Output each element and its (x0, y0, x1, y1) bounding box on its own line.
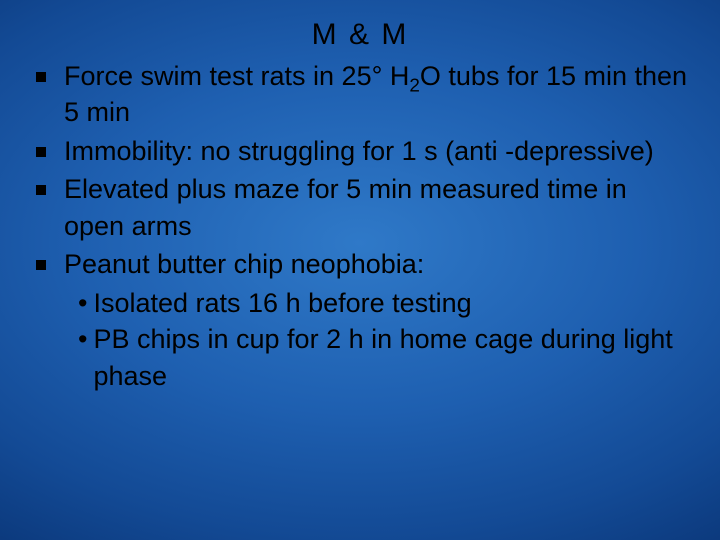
disc-bullet-icon: • (78, 321, 87, 357)
list-item: Elevated plus maze for 5 min measured ti… (30, 171, 690, 244)
sub-list-item-text: Isolated rats 16 h before testing (93, 285, 690, 321)
list-item-text: Immobility: no struggling for 1 s (anti … (64, 133, 690, 169)
slide-title: M & M (30, 18, 690, 52)
sub-list-item-text: PB chips in cup for 2 h in home cage dur… (93, 321, 690, 394)
square-bullet-icon (36, 260, 46, 270)
square-bullet-icon (36, 185, 46, 195)
slide-content: Force swim test rats in 25° H2O tubs for… (30, 58, 690, 394)
square-bullet-icon (36, 72, 46, 82)
list-item: Immobility: no struggling for 1 s (anti … (30, 133, 690, 169)
square-bullet-icon (36, 147, 46, 157)
disc-bullet-icon: • (78, 285, 87, 321)
sub-list: • Isolated rats 16 h before testing • PB… (78, 285, 690, 394)
list-item: Peanut butter chip neophobia: (30, 246, 690, 282)
sub-list-item: • Isolated rats 16 h before testing (78, 285, 690, 321)
list-item-text: Elevated plus maze for 5 min measured ti… (64, 171, 690, 244)
slide: M & M Force swim test rats in 25° H2O tu… (0, 0, 720, 540)
sub-list-item: • PB chips in cup for 2 h in home cage d… (78, 321, 690, 394)
list-item-text: Force swim test rats in 25° H2O tubs for… (64, 58, 690, 131)
list-item: Force swim test rats in 25° H2O tubs for… (30, 58, 690, 131)
list-item-text: Peanut butter chip neophobia: (64, 246, 690, 282)
